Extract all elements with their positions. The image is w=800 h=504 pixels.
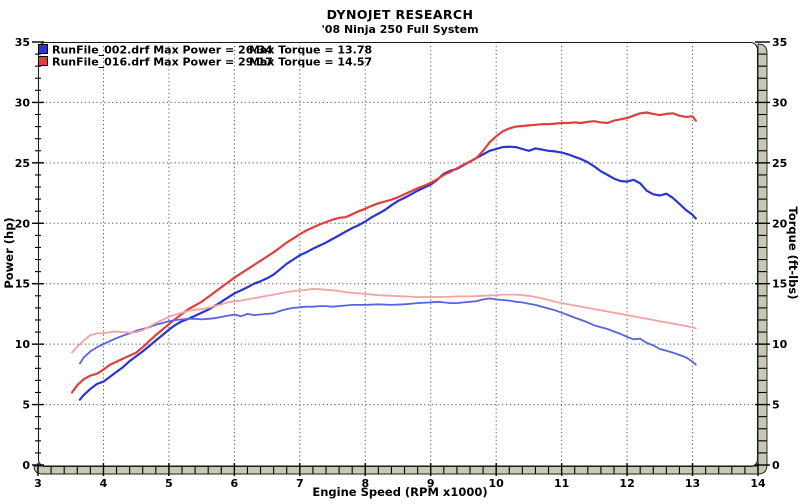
legend-torque-label-run016: Max Torque = 14.57 [249,56,372,69]
legend-swatch-run016 [38,56,48,66]
gridlines [38,42,758,465]
run016-power-curve [70,111,697,394]
y-right-tick-label: 35 [772,36,787,49]
y-left-tick-label: 10 [15,338,31,351]
legend-power-label-run002: RunFile_002.drf Max Power = 26.34 [52,44,273,57]
x-tick-label: 12 [619,477,634,490]
y-left-tick-label: 0 [22,459,30,472]
y-right-tick-label: 30 [772,96,788,109]
left-axis-title: Power (hp) [2,217,16,288]
y-left-tick-label: 20 [15,217,31,230]
right-axis-title: Torque (ft-lbs) [786,207,800,300]
run016-torque-curve [71,287,697,354]
y-left-tick-label: 5 [22,399,30,412]
x-tick-label: 11 [554,477,569,490]
y-right-tick-label: 15 [772,278,787,291]
y-right-tick-label: 20 [772,217,788,230]
legend: RunFile_002.drf Max Power = 26.34 Max To… [38,44,372,69]
x-tick-label: 7 [296,477,304,490]
y-right-tick-label: 25 [772,157,787,170]
legend-swatch-run002 [38,44,48,54]
x-tick-label: 14 [750,477,766,490]
run002-torque-curve [79,297,697,366]
y-right-tick-label: 0 [772,459,780,472]
y-right-tick-label: 5 [772,399,780,412]
x-tick-label: 9 [427,477,435,490]
x-tick-label: 4 [100,477,108,490]
legend-power-label-run016: RunFile_016.drf Max Power = 29.17 [52,56,273,69]
y-left-tick-label: 15 [15,278,30,291]
chart-subtitle: '08 Ninja 250 Full System [321,23,478,36]
x-tick-label: 5 [165,477,173,490]
legend-torque-label-run002: Max Torque = 13.78 [249,44,372,57]
axis-bands [33,41,768,475]
axis-band [33,43,768,475]
y-left-tick-label: 30 [15,96,31,109]
x-tick-label: 3 [34,477,42,490]
y-left-tick-label: 25 [15,157,30,170]
y-right-tick-label: 10 [772,338,788,351]
plot-border [37,41,759,468]
x-tick-label: 13 [685,477,700,490]
y-left-tick-label: 35 [15,36,30,49]
x-axis-title: Engine Speed (RPM x1000) [312,485,487,499]
tick-labels: 3 4 5 6 7 8 9 10 11 12 13 14 0 0 5 5 10 10 15 15 20 20 25 25 30 3… [15,36,788,490]
x-tick-label: 6 [231,477,239,490]
run002-power-curve [78,145,697,401]
axis-ticks [32,41,770,476]
x-tick-label: 10 [489,477,505,490]
dyno-curves [70,111,697,401]
x-tick-label: 8 [361,477,369,490]
chart-title: DYNOJET RESEARCH [327,7,474,22]
